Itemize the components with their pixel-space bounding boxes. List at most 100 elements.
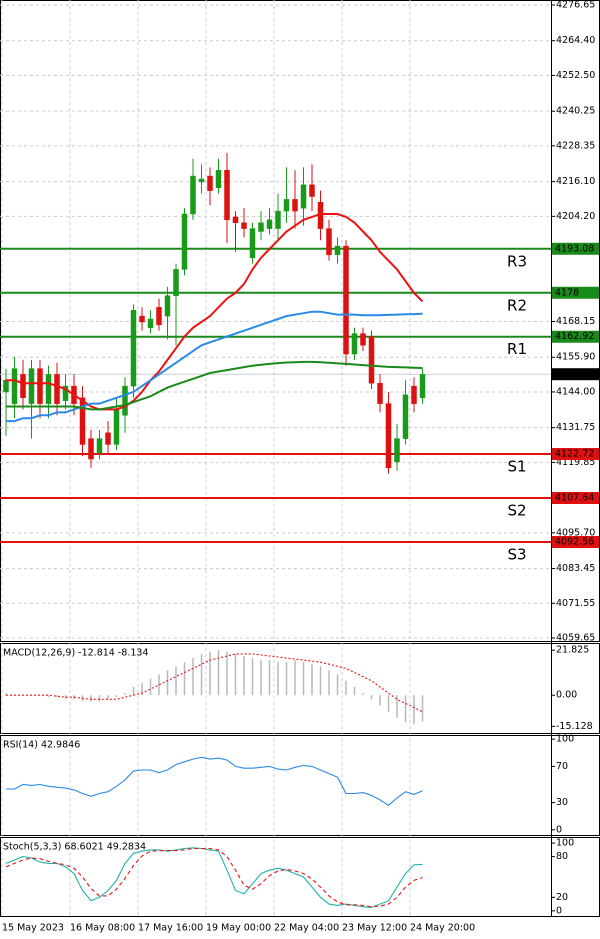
candle-body bbox=[275, 210, 281, 229]
candle-body bbox=[419, 374, 426, 399]
y-tick-label: 0.00 bbox=[556, 690, 577, 701]
y-tick-label: 70 bbox=[556, 761, 568, 772]
y-tick-label: 4095.70 bbox=[556, 527, 595, 538]
level-price-label: 4107.64 bbox=[555, 493, 594, 504]
indicator-line bbox=[5, 847, 423, 908]
moving-average bbox=[6, 360, 423, 411]
level-label: R2 bbox=[507, 296, 527, 314]
candle-body bbox=[79, 397, 86, 445]
y-tick-label: 4155.90 bbox=[556, 352, 595, 363]
candle-body bbox=[292, 199, 298, 212]
y-tick-label: 21.825 bbox=[556, 645, 589, 656]
y-tick-label: 4240.25 bbox=[556, 106, 595, 117]
y-tick-label: 100 bbox=[556, 734, 574, 745]
candle-body bbox=[394, 438, 400, 463]
candle-body bbox=[96, 438, 103, 454]
x-tick-label: 17 May 16:00 bbox=[138, 923, 203, 934]
level-label: S1 bbox=[507, 458, 526, 476]
candle-body bbox=[309, 184, 315, 197]
candle-body bbox=[343, 245, 349, 355]
candle-body bbox=[190, 175, 196, 215]
y-tick-label: 0 bbox=[556, 905, 562, 916]
y-tick-label: 4168.15 bbox=[556, 316, 595, 327]
y-tick-label: 0 bbox=[556, 824, 562, 835]
y-tick-label: -15.128 bbox=[556, 721, 593, 732]
candle-body bbox=[54, 374, 60, 404]
candle-body bbox=[215, 169, 222, 188]
candle-body bbox=[334, 245, 341, 256]
indicator-line bbox=[6, 653, 423, 713]
y-tick-label: 4264.40 bbox=[556, 35, 595, 46]
level-price-box bbox=[552, 330, 599, 343]
candle-body bbox=[62, 385, 69, 401]
candle-body bbox=[411, 385, 417, 404]
candle-body bbox=[207, 175, 213, 191]
x-tick-label: 16 May 08:00 bbox=[70, 923, 135, 934]
candle-body bbox=[181, 213, 188, 270]
candle-body bbox=[173, 269, 179, 296]
moving-average bbox=[6, 310, 423, 423]
candle-body bbox=[300, 184, 307, 209]
candle-body bbox=[147, 318, 154, 329]
candle-body bbox=[105, 432, 111, 445]
level-price-box bbox=[552, 286, 599, 299]
candle-body bbox=[11, 368, 18, 404]
y-tick-label: 100 bbox=[556, 838, 574, 849]
level-label: S2 bbox=[507, 502, 526, 520]
level-price-label: 4162.92 bbox=[555, 331, 594, 342]
level-price-box bbox=[552, 492, 599, 505]
y-tick-label: 4059.65 bbox=[556, 632, 595, 643]
candle-body bbox=[232, 216, 239, 223]
level-price-box bbox=[552, 448, 599, 461]
candle-body bbox=[164, 295, 171, 317]
level-price-label: 4178 bbox=[555, 287, 579, 298]
x-tick-label: 24 May 20:00 bbox=[410, 923, 475, 934]
candle-body bbox=[45, 374, 52, 404]
candle-body bbox=[37, 368, 43, 404]
indicator-line bbox=[6, 756, 423, 806]
current-price-label: 4150.08 bbox=[555, 369, 594, 380]
candle-body bbox=[283, 199, 290, 212]
current-price-box bbox=[552, 368, 599, 381]
y-tick-label: 4071.55 bbox=[556, 598, 595, 609]
candle-body bbox=[88, 438, 94, 460]
candle-body bbox=[130, 310, 137, 387]
candle-body bbox=[385, 403, 392, 469]
level-label: R3 bbox=[507, 252, 527, 270]
candle-body bbox=[113, 409, 120, 445]
y-tick-label: 4131.75 bbox=[556, 422, 595, 433]
candle-body bbox=[266, 219, 273, 229]
candle-body bbox=[3, 380, 9, 393]
candle-body bbox=[224, 169, 230, 221]
level-price-label: 4092.56 bbox=[555, 536, 594, 547]
y-tick-label: 30 bbox=[556, 797, 568, 808]
candle-body bbox=[249, 228, 256, 259]
indicator-line bbox=[5, 847, 423, 909]
level-price-label: 4193.08 bbox=[555, 243, 594, 254]
candle-body bbox=[402, 394, 409, 439]
level-price-box bbox=[552, 535, 599, 548]
candle-body bbox=[258, 222, 264, 232]
y-tick-label: 4276.65 bbox=[556, 0, 595, 10]
candle-body bbox=[28, 368, 35, 404]
candle-body bbox=[139, 315, 145, 323]
indicator-title: MACD(12,26,9) -12.814 -8.134 bbox=[3, 648, 148, 659]
candle-body bbox=[351, 333, 358, 355]
y-tick-label: 80 bbox=[556, 851, 568, 862]
x-tick-label: 22 May 04:00 bbox=[274, 923, 339, 934]
candle-body bbox=[156, 307, 162, 326]
indicator-title: RSI(14) 42.9846 bbox=[3, 740, 80, 751]
x-tick-label: 15 May 2023 bbox=[2, 923, 64, 934]
x-tick-label: 23 May 12:00 bbox=[342, 923, 407, 934]
candle-body bbox=[122, 385, 128, 416]
y-tick-label: 4083.45 bbox=[556, 563, 595, 574]
candle-body bbox=[368, 336, 375, 384]
level-label: R1 bbox=[507, 340, 527, 358]
y-tick-label: 4228.35 bbox=[556, 140, 595, 151]
candle-body bbox=[377, 382, 383, 404]
x-tick-label: 19 May 00:00 bbox=[206, 923, 271, 934]
y-tick-label: 4204.20 bbox=[556, 211, 595, 222]
y-tick-label: 4144.00 bbox=[556, 386, 595, 397]
y-tick-label: 4119.85 bbox=[556, 457, 595, 468]
